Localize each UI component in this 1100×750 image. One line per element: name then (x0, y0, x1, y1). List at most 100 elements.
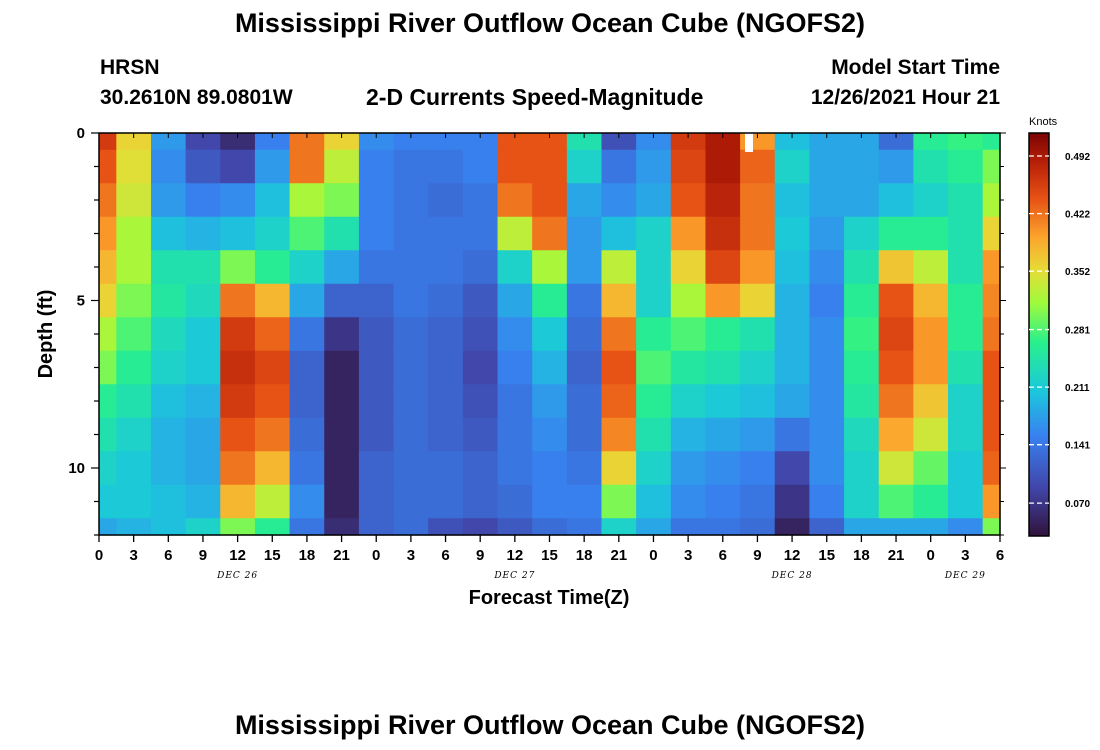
heatmap-cell (220, 451, 256, 486)
heatmap-cell (636, 133, 672, 151)
heatmap-cell (393, 216, 429, 251)
heatmap-cell (705, 384, 741, 419)
heatmap-cell (948, 518, 984, 536)
heatmap-cell (185, 250, 221, 285)
heatmap-cell (532, 250, 568, 285)
heatmap-cell (116, 250, 152, 285)
heatmap-cell (878, 283, 914, 318)
day-label: DEC 27 (493, 571, 535, 581)
heatmap-cell (670, 216, 707, 251)
heatmap-cell (601, 216, 637, 251)
heatmap-cell (844, 183, 880, 218)
heatmap-cell (99, 216, 117, 251)
heatmap-cell (99, 183, 117, 218)
x-tick-label: 0 (649, 547, 657, 564)
heatmap-cell (878, 149, 914, 184)
heatmap-cells (99, 133, 1001, 536)
heatmap-cell (913, 183, 949, 218)
heatmap-cell (670, 384, 707, 419)
heatmap-cell (636, 216, 672, 251)
heatmap-cell (532, 518, 568, 536)
heatmap-cell (428, 216, 464, 251)
heatmap-cell (393, 384, 429, 419)
heatmap-cell (358, 384, 395, 419)
heatmap-cell (705, 133, 741, 151)
heatmap-cell (566, 133, 603, 151)
heatmap-cell (740, 451, 776, 486)
heatmap-cell (289, 350, 325, 385)
heatmap-cell (982, 451, 1001, 486)
colorbar-tick-label: 0.352 (1065, 267, 1090, 278)
x-tick-label: 21 (610, 547, 627, 564)
heatmap-cell (324, 451, 360, 486)
heatmap-cell (428, 149, 464, 184)
heatmap-cell (116, 350, 152, 385)
heatmap-cell (116, 216, 152, 251)
heatmap-cell (497, 283, 533, 318)
heatmap-cell (878, 384, 914, 419)
heatmap-cell (774, 451, 810, 486)
x-tick-label: 15 (264, 547, 281, 564)
heatmap-cell (185, 317, 221, 352)
heatmap-cell (497, 417, 533, 452)
heatmap-cell (462, 283, 499, 318)
heatmap-cell (670, 451, 707, 486)
x-tick-label: 21 (333, 547, 350, 564)
repeated-chart-title: Mississippi River Outflow Ocean Cube (NG… (234, 710, 866, 740)
heatmap-cell (948, 183, 984, 218)
heatmap-cell (636, 317, 672, 352)
heatmap-cell (99, 417, 117, 452)
heatmap-cell (99, 133, 117, 151)
heatmap-cell (601, 283, 637, 318)
heatmap-cell (150, 183, 187, 218)
heatmap-cell (99, 317, 117, 352)
heatmap-cell (774, 149, 810, 184)
heatmap-cell (150, 250, 187, 285)
heatmap-cell (358, 451, 395, 486)
heatmap-cell (497, 133, 533, 151)
heatmap-cell (254, 183, 291, 218)
heatmap-cell (566, 417, 603, 452)
heatmap-cell (878, 250, 914, 285)
heatmap-cell (878, 317, 914, 352)
y-tick-label: 0 (77, 125, 85, 142)
heatmap-cell (705, 451, 741, 486)
heatmap-cell (670, 149, 707, 184)
heatmap-cell (636, 484, 672, 519)
heatmap-cell (497, 350, 533, 385)
heatmap-cell (566, 518, 603, 536)
station-coordinates: 30.2610N 89.0801W (100, 86, 293, 109)
heatmap-cell (566, 384, 603, 419)
heatmap-cell (220, 216, 256, 251)
day-label: DEC 28 (771, 571, 813, 581)
heatmap-cell (636, 518, 672, 536)
heatmap-cell (809, 317, 845, 352)
heatmap-cell (532, 317, 568, 352)
heatmap-cell (878, 451, 914, 486)
heatmap-cell (601, 149, 637, 184)
heatmap-cell (601, 317, 637, 352)
heatmap-cell (185, 384, 221, 419)
heatmap-cell (358, 518, 395, 536)
heatmap-cell (185, 451, 221, 486)
heatmap-cell (150, 417, 187, 452)
heatmap-cell (358, 149, 395, 184)
x-tick-label: 0 (95, 547, 103, 564)
heatmap-cell (982, 183, 1001, 218)
heatmap-cell (532, 283, 568, 318)
heatmap-cell (636, 283, 672, 318)
heatmap-cell (462, 149, 499, 184)
heatmap-cell (289, 133, 325, 151)
heatmap-cell (532, 384, 568, 419)
heatmap-cell (948, 317, 984, 352)
heatmap-cell (982, 149, 1001, 184)
heatmap-cell (878, 417, 914, 452)
heatmap-cell (254, 484, 291, 519)
heatmap-cell (532, 133, 568, 151)
heatmap-cell (150, 283, 187, 318)
heatmap-cell (566, 183, 603, 218)
heatmap-cell (532, 216, 568, 251)
heatmap-cell (289, 518, 325, 536)
heatmap-cell (150, 484, 187, 519)
heatmap-cell (220, 183, 256, 218)
